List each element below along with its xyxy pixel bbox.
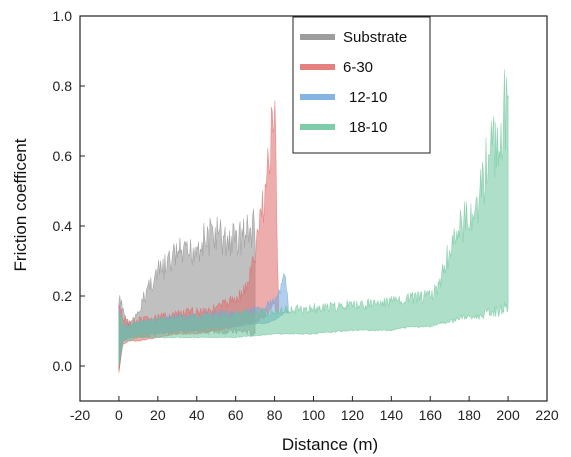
- x-axis-title: Distance (m): [282, 435, 378, 454]
- legend-label-12-10: 12-10: [349, 89, 387, 106]
- y-tick-label: 0.2: [53, 288, 73, 304]
- y-tick-label: 0.0: [53, 358, 73, 374]
- legend-label-substrate: Substrate: [343, 29, 407, 46]
- legend-label-18-10: 18-10: [349, 119, 387, 136]
- x-tick-label: 20: [150, 407, 166, 423]
- series-band-18-10: [118, 69, 509, 366]
- x-tick-label: 60: [228, 407, 244, 423]
- y-axis-ticks: 0.0 0.2 0.4 0.6 0.8 1.0: [53, 8, 85, 374]
- x-tick-label: 200: [496, 407, 520, 423]
- x-tick-label: 180: [457, 407, 481, 423]
- x-tick-label: 40: [189, 407, 205, 423]
- x-axis-ticks: -20 0 20 40 60 80 100 120 140 160 180 200 220: [70, 396, 559, 423]
- x-tick-label: 0: [115, 407, 123, 423]
- x-tick-label: 100: [302, 407, 326, 423]
- data-bands: [118, 69, 509, 373]
- y-tick-label: 1.0: [53, 8, 73, 24]
- y-tick-label: 0.4: [53, 218, 73, 234]
- series-band-substrate: [118, 208, 256, 371]
- legend-label-6-30: 6-30: [343, 59, 373, 76]
- legend: Substrate 6-30 12-10 18-10: [292, 16, 431, 154]
- y-axis-title: Friction coefficent: [11, 138, 30, 271]
- x-tick-label: 80: [267, 407, 283, 423]
- x-tick-label: 220: [535, 407, 559, 423]
- x-tick-label: 140: [380, 407, 404, 423]
- y-tick-label: 0.6: [53, 148, 73, 164]
- x-tick-label: 160: [419, 407, 443, 423]
- x-tick-label: -20: [70, 407, 90, 423]
- x-tick-label: 120: [341, 407, 365, 423]
- y-tick-label: 0.8: [53, 78, 73, 94]
